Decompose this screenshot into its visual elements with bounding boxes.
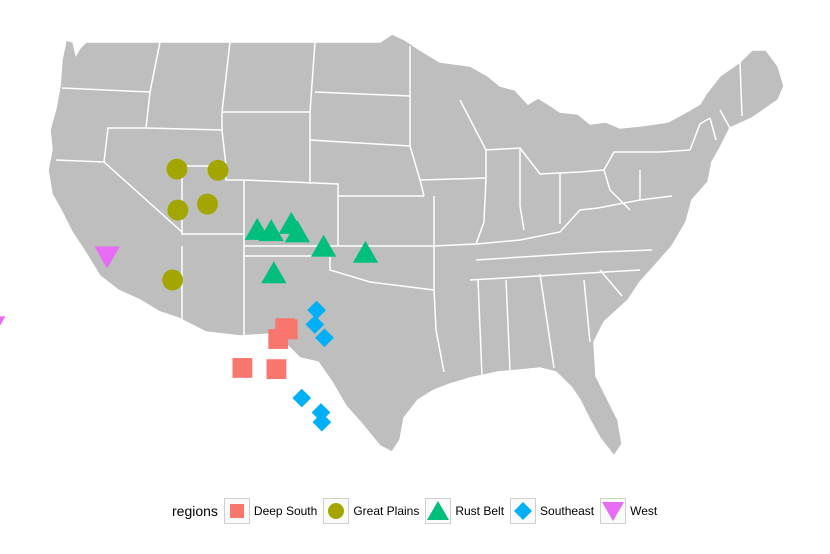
city-markers [0, 158, 379, 432]
state-borders [55, 41, 743, 377]
marker-southeast [311, 403, 331, 422]
legend-label: Rust Belt [455, 504, 505, 518]
marker-rust-belt [352, 240, 379, 263]
us-map [0, 33, 785, 458]
marker-rust-belt [284, 220, 311, 243]
marker-rust-belt [310, 234, 337, 257]
marker-deep-south [268, 329, 289, 349]
marker-southeast [292, 388, 312, 408]
marker-rust-belt [258, 219, 284, 242]
triangle-up-marker-icon [425, 498, 452, 524]
marker-great-plains [162, 269, 184, 291]
marker-west [0, 316, 6, 326]
legend: regions Deep South Great Plains Rust Bel… [172, 496, 663, 526]
land-mass [47, 33, 785, 458]
legend-label: West [630, 504, 658, 518]
marker-deep-south [266, 359, 287, 380]
marker-great-plains [167, 199, 189, 221]
legend-item-west: West [600, 498, 659, 524]
legend-item-southeast: Southeast [510, 498, 596, 524]
circle-marker-icon [323, 498, 350, 524]
diamond-marker-icon [510, 498, 537, 524]
triangle-down-marker-icon [600, 498, 627, 524]
legend-label: Southeast [540, 504, 595, 518]
marker-west [94, 246, 120, 269]
marker-southeast [305, 315, 325, 334]
legend-item-great-plains: Great Plains [323, 498, 421, 524]
legend-item-deep-south: Deep South [223, 498, 319, 524]
border-lines [55, 41, 743, 377]
legend-item-rust-belt: Rust Belt [425, 498, 506, 524]
marker-great-plains [207, 159, 229, 181]
legend-label: Great Plains [353, 504, 420, 518]
marker-southeast [307, 300, 326, 320]
marker-deep-south [232, 358, 253, 378]
marker-great-plains [166, 158, 188, 180]
marker-southeast [312, 412, 332, 432]
marker-great-plains [197, 193, 218, 215]
legend-title: regions [172, 503, 218, 519]
legend-label: Deep South [253, 504, 318, 518]
marker-southeast [315, 328, 334, 348]
marker-rust-belt [261, 261, 287, 284]
square-marker-icon [223, 498, 250, 524]
us-land [47, 33, 785, 458]
